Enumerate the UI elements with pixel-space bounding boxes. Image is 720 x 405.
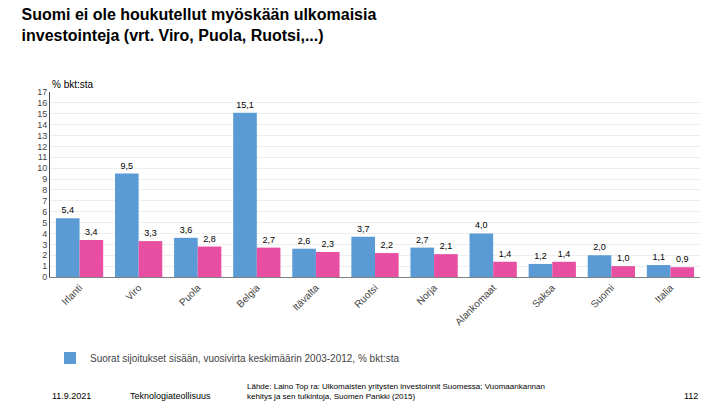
svg-text:Viro: Viro [123, 282, 144, 303]
svg-text:3,7: 3,7 [357, 224, 370, 234]
svg-text:3,4: 3,4 [85, 227, 98, 237]
svg-text:10: 10 [37, 163, 47, 173]
svg-text:5,4: 5,4 [61, 205, 74, 215]
svg-text:1,4: 1,4 [558, 249, 571, 259]
svg-text:2,2: 2,2 [381, 240, 394, 250]
svg-text:2: 2 [42, 250, 47, 260]
svg-text:1: 1 [42, 261, 47, 271]
svg-text:12: 12 [37, 142, 47, 152]
svg-text:2,6: 2,6 [298, 236, 311, 246]
svg-text:Saksa: Saksa [530, 282, 558, 310]
svg-text:3,3: 3,3 [144, 228, 157, 238]
svg-text:Irlanti: Irlanti [59, 282, 84, 307]
svg-text:14: 14 [37, 120, 47, 130]
svg-text:2,8: 2,8 [203, 234, 216, 244]
svg-text:112: 112 [684, 391, 698, 401]
svg-text:11: 11 [38, 152, 47, 162]
svg-text:0,9: 0,9 [676, 254, 689, 264]
svg-text:Ruotsi: Ruotsi [352, 282, 380, 310]
svg-text:Teknologiateollisuus: Teknologiateollisuus [130, 391, 211, 401]
svg-text:3: 3 [42, 240, 47, 250]
svg-text:1,1: 1,1 [652, 252, 665, 262]
svg-text:5: 5 [42, 218, 47, 228]
svg-text:17: 17 [37, 87, 47, 97]
svg-text:7: 7 [42, 196, 47, 206]
svg-text:6: 6 [42, 207, 47, 217]
svg-text:Belgia: Belgia [234, 282, 262, 310]
svg-text:16: 16 [37, 98, 47, 108]
svg-text:2,7: 2,7 [416, 235, 429, 245]
svg-text:8: 8 [42, 185, 47, 195]
svg-text:1,4: 1,4 [499, 249, 512, 259]
svg-text:Norja: Norja [414, 282, 439, 307]
svg-text:Alankomaat: Alankomaat [453, 282, 498, 327]
svg-text:Suorat sijoitukset sisään, vuo: Suorat sijoitukset sisään, vuosivirta ke… [90, 353, 399, 364]
svg-text:15,1: 15,1 [236, 100, 254, 110]
svg-text:Itävalta: Itävalta [290, 282, 321, 313]
svg-text:2,0: 2,0 [593, 242, 606, 252]
svg-text:Suomi: Suomi [588, 282, 616, 310]
svg-text:Italia: Italia [653, 282, 676, 305]
svg-text:1,0: 1,0 [617, 253, 630, 263]
svg-text:2,3: 2,3 [321, 239, 334, 249]
svg-text:11.9.2021: 11.9.2021 [52, 391, 91, 401]
svg-text:Puola: Puola [177, 282, 203, 308]
svg-text:Lähde: Laino Top ra: Ulkomaist: Lähde: Laino Top ra: Ulkomaisten yrityst… [247, 382, 545, 401]
svg-text:1,2: 1,2 [534, 251, 547, 261]
svg-text:15: 15 [37, 109, 47, 119]
svg-text:0: 0 [42, 272, 47, 282]
svg-text:2,1: 2,1 [440, 241, 453, 251]
svg-text:% bkt:sta: % bkt:sta [52, 79, 94, 90]
svg-text:3,6: 3,6 [180, 225, 193, 235]
svg-text:4,0: 4,0 [475, 220, 488, 230]
svg-text:4: 4 [42, 229, 47, 239]
svg-text:2,7: 2,7 [262, 235, 275, 245]
svg-text:13: 13 [37, 131, 47, 141]
svg-text:Suomi ei ole houkutellut myösk: Suomi ei ole houkutellut myöskään ulkoma… [22, 6, 377, 44]
svg-text:9,5: 9,5 [121, 161, 134, 171]
svg-text:9: 9 [42, 174, 47, 184]
